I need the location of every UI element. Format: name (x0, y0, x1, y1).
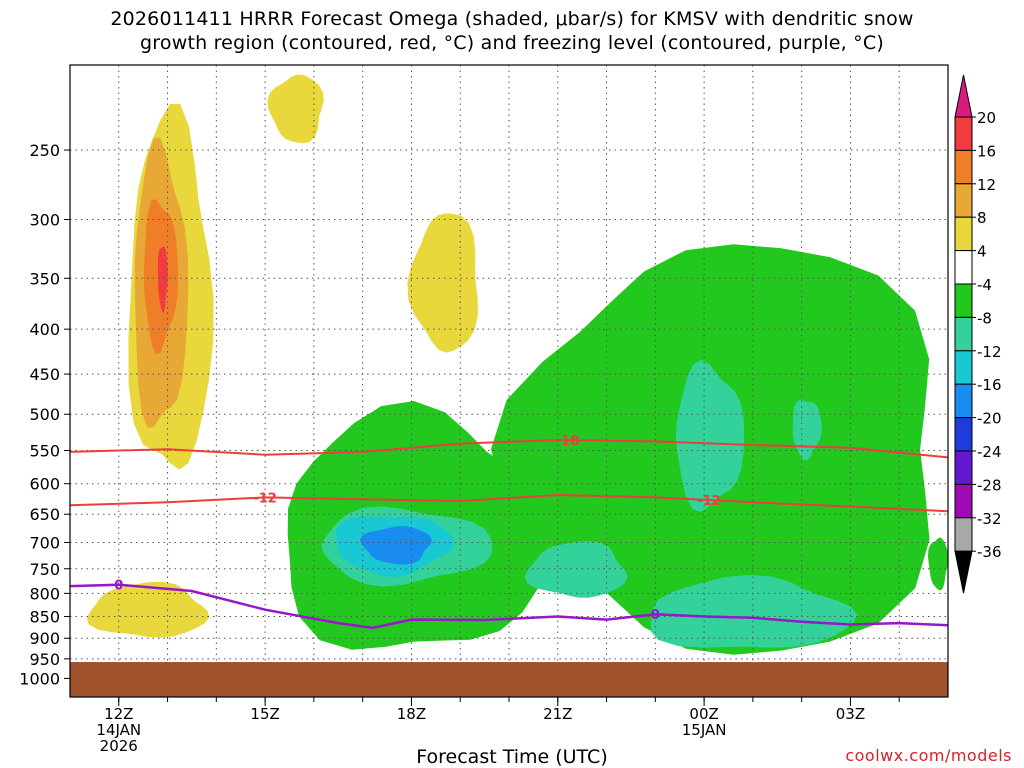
colorbar-bin (954, 417, 973, 452)
omega-region (675, 359, 745, 512)
contour-label: -12 (253, 491, 277, 506)
colorbar-bin (954, 450, 973, 485)
colorbar-bin (954, 483, 973, 519)
chart-title-line-2: growth region (contoured, red, °C) and f… (140, 32, 884, 54)
omega-region (359, 526, 432, 565)
x-tick-label: 18Z (397, 705, 426, 723)
y-tick-label: 750 (29, 560, 60, 579)
omega-region (407, 213, 478, 353)
colorbar-label: 8 (977, 209, 987, 227)
y-tick-label: 950 (29, 650, 60, 669)
omega-region (650, 574, 858, 648)
y-tick-label: 650 (29, 505, 60, 524)
x-tick-sublabel: 2026 (100, 737, 138, 755)
terrain-block (70, 662, 948, 697)
colorbar-bin (954, 216, 973, 252)
colorbar-top-arrow (954, 74, 973, 118)
x-tick-label: 03Z (836, 705, 865, 723)
omega-region (524, 541, 628, 598)
colorbar-label: 16 (977, 142, 996, 160)
y-tick-label: 550 (29, 442, 60, 461)
omega-region (267, 74, 324, 144)
contour-label: -12 (697, 494, 721, 509)
x-tick-label: 00Z (689, 705, 718, 723)
x-tick-label: 12Z (104, 705, 133, 723)
dgz-contour (70, 493, 948, 513)
y-tick-label: 850 (29, 607, 60, 626)
colorbar-bin (954, 183, 973, 218)
colorbar-label: -20 (977, 410, 1002, 428)
y-tick-label: 350 (29, 269, 60, 288)
colorbar-label: 4 (977, 243, 987, 261)
colorbar-bin (954, 316, 973, 352)
y-tick-label: 800 (29, 584, 60, 603)
colorbar-label: -32 (977, 510, 1002, 528)
colorbar-label: 12 (977, 176, 996, 194)
colorbar-label: -4 (977, 276, 992, 294)
colorbar-bottom-arrow (954, 550, 973, 594)
colorbar-bin (954, 283, 973, 318)
colorbar-label: 20 (977, 109, 996, 127)
x-tick-label: 15Z (250, 705, 279, 723)
contour-label: 0 (114, 579, 123, 594)
y-tick-label: 250 (29, 141, 60, 160)
colorbar-label: -28 (977, 476, 1002, 494)
y-tick-label: 400 (29, 320, 60, 339)
y-tick-label: 700 (29, 533, 60, 552)
colorbar-label: -12 (977, 343, 1002, 361)
colorbar-label: -36 (977, 543, 1002, 561)
x-tick-sublabel: 15JAN (682, 721, 727, 739)
colorbar-bin (954, 149, 973, 185)
omega-region (157, 246, 168, 313)
x-tick-label: 21Z (543, 705, 572, 723)
omega-region (86, 581, 210, 638)
chart-title-line-1: 2026011411 HRRR Forecast Omega (shaded, … (110, 8, 914, 30)
y-tick-label: 450 (29, 365, 60, 384)
colorbar-bin (954, 350, 973, 385)
colorbar-label: -16 (977, 376, 1002, 394)
colorbar-label: -8 (977, 309, 992, 327)
x-axis-title: Forecast Time (UTC) (416, 746, 608, 768)
colorbar-bin (954, 517, 973, 552)
x-tick-sublabel: 14JAN (96, 721, 141, 739)
y-tick-label: 600 (29, 475, 60, 494)
y-tick-label: 300 (29, 211, 60, 230)
contour-label: 0 (651, 608, 660, 623)
dgz-contour (70, 438, 948, 459)
colorbar-bin (954, 116, 973, 151)
omega-region (928, 537, 948, 591)
y-tick-label: 900 (29, 629, 60, 648)
credit-text[interactable]: coolwx.com/models (845, 746, 1012, 765)
colorbar-label: -24 (977, 443, 1002, 461)
colorbar-bin (954, 383, 973, 419)
y-tick-label: 1000 (19, 669, 60, 688)
y-tick-label: 500 (29, 405, 60, 424)
colorbar-bin (954, 250, 973, 285)
freezing-level-contour (70, 583, 948, 630)
contour-label: -18 (556, 434, 580, 449)
